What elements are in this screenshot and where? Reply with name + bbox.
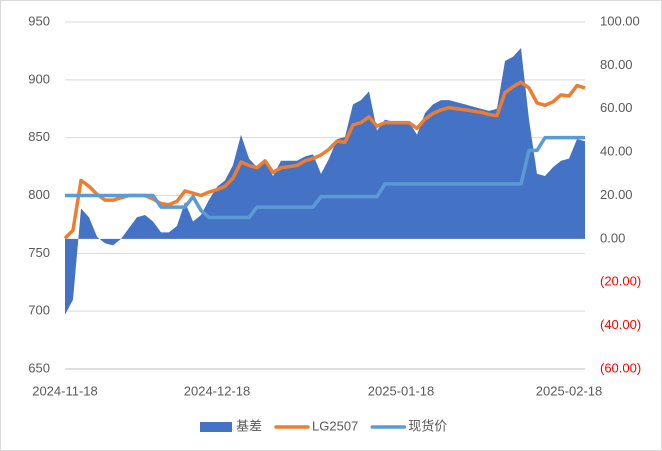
area: [65, 48, 585, 315]
y2-tick-label: 60.00: [600, 100, 633, 115]
y2-tick-label: (20.00): [600, 274, 641, 289]
y2-tick-label: (60.00): [600, 360, 641, 375]
y2-tick-label: (40.00): [600, 317, 641, 332]
x-tick-label: 2024-12-18: [184, 383, 251, 398]
y2-tick-label: 100.00: [600, 13, 640, 28]
y-tick-label: 900: [28, 71, 50, 86]
legend-label: 现货价: [408, 418, 447, 433]
line: [63, 80, 586, 240]
y-tick-label: 650: [28, 360, 50, 375]
line: [65, 135, 585, 220]
y-tick-label: 700: [28, 303, 50, 318]
legend-label: 基差: [236, 418, 262, 433]
y2-tick-label: 0.00: [600, 230, 625, 245]
y-tick-label: 850: [28, 129, 50, 144]
y-tick-label: 750: [28, 245, 50, 260]
y2-tick-label: 80.00: [600, 57, 633, 72]
y2-tick-label: 20.00: [600, 187, 633, 202]
y-tick-label: 950: [28, 13, 50, 28]
x-tick-label: 2025-02-18: [536, 383, 603, 398]
legend-label: LG2507: [312, 418, 358, 433]
x-tick-label: 2025-01-18: [368, 383, 435, 398]
x-tick-label: 2024-11-18: [32, 383, 98, 398]
y-tick-label: 800: [28, 187, 50, 202]
y2-tick-label: 40.00: [600, 144, 633, 159]
legend-swatch: [200, 422, 232, 432]
